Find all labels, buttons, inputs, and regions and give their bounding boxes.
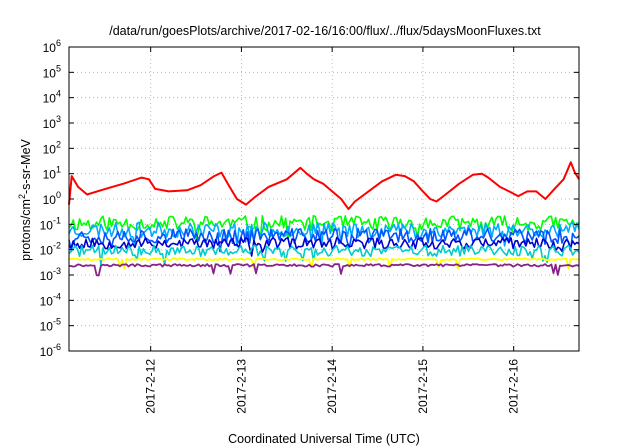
x-tick-label: 2017-2-15 — [416, 359, 430, 414]
y-tick-label: 10-1 — [40, 215, 61, 232]
series-line-5 — [68, 244, 580, 266]
y-tick-labels: 106 105 104 103 102 101 100 10-1 10-2 10-3 10-4 10-… — [40, 38, 579, 359]
x-tick-label: 2017-2-16 — [507, 359, 521, 414]
y-tick-label: 10-4 — [40, 291, 61, 308]
y-tick-label: 10-6 — [40, 342, 61, 359]
y-tick-label: 103 — [43, 114, 61, 131]
x-tick-label: 2017-2-12 — [144, 359, 158, 414]
y-tick-label: 104 — [43, 89, 61, 106]
series-line-2 — [68, 221, 580, 247]
data-series — [68, 161, 580, 277]
x-tick-labels: 2017-2-12 2017-2-13 2017-2-14 2017-2-15 2017… — [144, 47, 521, 414]
x-tick-label: 2017-2-13 — [234, 359, 248, 414]
y-tick-label: 10-3 — [40, 266, 61, 283]
series-line-6 — [68, 257, 580, 270]
y-axis-label: protons/cm2-s-sr-MeV — [17, 138, 33, 260]
grid-lines — [69, 47, 579, 351]
chart-title: /data/run/goesPlots/archive/2017-02-16/1… — [109, 24, 541, 38]
y-tick-label: 10-2 — [40, 241, 61, 258]
series-line-7 — [68, 263, 580, 277]
series-line-0 — [68, 161, 580, 211]
y-tick-label: 101 — [43, 165, 61, 182]
y-tick-label: 100 — [43, 190, 61, 207]
y-tick-label: 10-5 — [40, 317, 61, 334]
y-tick-label: 105 — [43, 63, 61, 80]
x-axis-label: Coordinated Universal Time (UTC) — [228, 432, 420, 446]
y-tick-label: 102 — [43, 139, 61, 156]
y-tick-label: 106 — [43, 38, 61, 55]
x-tick-label: 2017-2-14 — [325, 359, 339, 414]
